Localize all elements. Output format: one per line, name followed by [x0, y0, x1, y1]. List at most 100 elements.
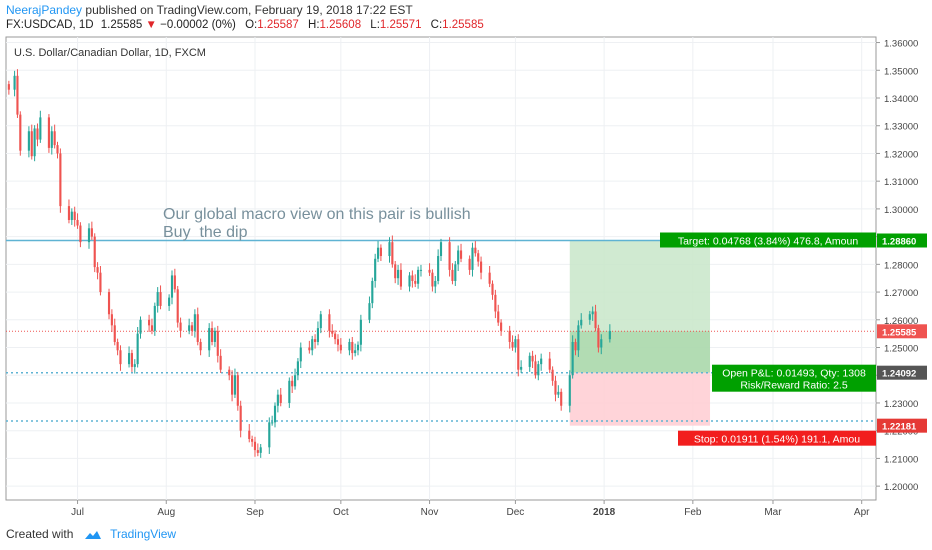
pnl-label-text: Risk/Reward Ratio: 2.5: [740, 380, 848, 392]
candle-body: [508, 330, 511, 342]
candle-body: [76, 219, 79, 226]
x-tick-label: Nov: [421, 507, 439, 518]
candle-body: [408, 275, 411, 287]
candle-body: [179, 322, 182, 331]
candle-body: [577, 325, 580, 351]
quote-line: FX:USDCAD, 1D 1.25585 ▼ −0.00002 (0%) O:…: [6, 18, 484, 33]
candle-body: [468, 258, 471, 270]
candle-body: [216, 330, 219, 356]
candle-body: [328, 314, 331, 331]
y-tick-label: 1.28000: [884, 260, 918, 271]
candle-body: [27, 131, 30, 151]
last-price: 1.25585: [100, 19, 143, 31]
open-value: 1.25587: [257, 19, 299, 31]
close-value: 1.25585: [442, 19, 484, 31]
stop-price-tag: 1.22181: [882, 422, 917, 433]
candle-body: [239, 405, 242, 431]
candle-body: [560, 391, 563, 406]
author-link[interactable]: NeerajPandey: [6, 3, 83, 17]
y-tick-label: 1.35000: [884, 66, 918, 77]
candle-body: [494, 294, 497, 312]
candle-body: [439, 242, 443, 257]
low-value: 1.25571: [379, 19, 422, 31]
target-label-bg: [660, 232, 876, 248]
candle-body: [591, 311, 594, 315]
candle-body: [354, 350, 357, 354]
target-label-text: Target: 0.04768 (3.84%) 476.8, Amoun: [678, 235, 859, 247]
candle-body: [534, 361, 537, 376]
candle-body: [551, 369, 554, 381]
candle-body: [156, 292, 159, 306]
down-arrow-icon: ▼: [145, 19, 157, 31]
candle-body: [431, 272, 434, 287]
candle-body: [119, 350, 122, 365]
candle-body: [428, 269, 431, 273]
candle-body: [90, 228, 93, 237]
candle-body: [419, 269, 423, 271]
y-tick-label: 1.27000: [884, 288, 918, 299]
candle-body: [568, 375, 571, 406]
candle-body: [491, 283, 494, 295]
candle-body: [99, 272, 102, 293]
candle-body: [248, 430, 251, 440]
y-tick-label: 1.23000: [884, 399, 918, 410]
candle-body: [153, 305, 156, 331]
x-tick-label: Aug: [157, 507, 175, 518]
candle-body: [374, 258, 377, 281]
candle-body: [47, 117, 51, 148]
candle-body: [417, 269, 420, 284]
tradingview-brand[interactable]: TradingView: [110, 527, 177, 541]
stop-zone: [569, 372, 711, 426]
candle-body: [314, 339, 317, 342]
candle-body: [70, 211, 73, 220]
position-zones: [569, 240, 711, 426]
candle-body: [336, 339, 340, 345]
chart-title: U.S. Dollar/Canadian Dollar, 1D, FXCM: [14, 47, 206, 59]
candle-body: [557, 391, 560, 395]
time-axis[interactable]: Jul Aug Sep Oct Nov Dec 2018 Feb Mar Apr: [71, 500, 870, 518]
y-tick-label: 1.34000: [884, 94, 918, 105]
position-labels: Target: 0.04768 (3.84%) 476.8, Amoun Stop…: [660, 232, 876, 446]
stop-label-bg: [678, 430, 876, 446]
candle-body: [531, 355, 534, 362]
candle-body: [19, 114, 22, 151]
candle-body: [30, 131, 33, 157]
y-tick-label: 1.31000: [884, 177, 918, 188]
note-line-1: Our global macro view on this pair is bu…: [163, 206, 471, 223]
candle-body: [293, 375, 297, 387]
candle-body: [316, 328, 320, 342]
candle-body: [296, 361, 299, 376]
candle-body: [517, 339, 520, 370]
candle-body: [236, 375, 239, 406]
candle-body: [396, 269, 400, 279]
candle-body: [308, 347, 311, 351]
candle-body: [50, 131, 53, 148]
candle-body: [107, 292, 111, 315]
candle-body: [488, 272, 491, 284]
candle-body: [16, 75, 19, 115]
candle-body: [608, 330, 611, 340]
candle-body: [288, 380, 291, 403]
candle-body: [193, 314, 196, 331]
candle-body: [376, 247, 380, 259]
entry-price-tag-bg: [877, 365, 927, 380]
y-tick-label: 1.30000: [884, 205, 918, 216]
price-chart[interactable]: 1.200001.210001.220001.230001.240001.250…: [0, 36, 932, 520]
candle-body: [110, 314, 113, 326]
candle-body: [228, 369, 231, 376]
candle-body: [514, 339, 517, 348]
candle-body: [540, 358, 543, 365]
candle-body: [391, 242, 394, 265]
y-tick-label: 1.20000: [884, 482, 918, 493]
candle-body: [53, 131, 56, 146]
candle-body: [291, 380, 294, 387]
candle-body: [213, 330, 216, 342]
publish-info: NeerajPandey published on TradingView.co…: [6, 3, 413, 18]
candle-body: [253, 441, 257, 451]
candle-body: [130, 353, 133, 367]
note-line-2: Buy the dip: [163, 224, 248, 241]
stop-price-tag-bg: [877, 418, 927, 433]
candle-body: [520, 366, 523, 370]
candle-body: [199, 341, 202, 351]
candle-body: [279, 394, 282, 403]
